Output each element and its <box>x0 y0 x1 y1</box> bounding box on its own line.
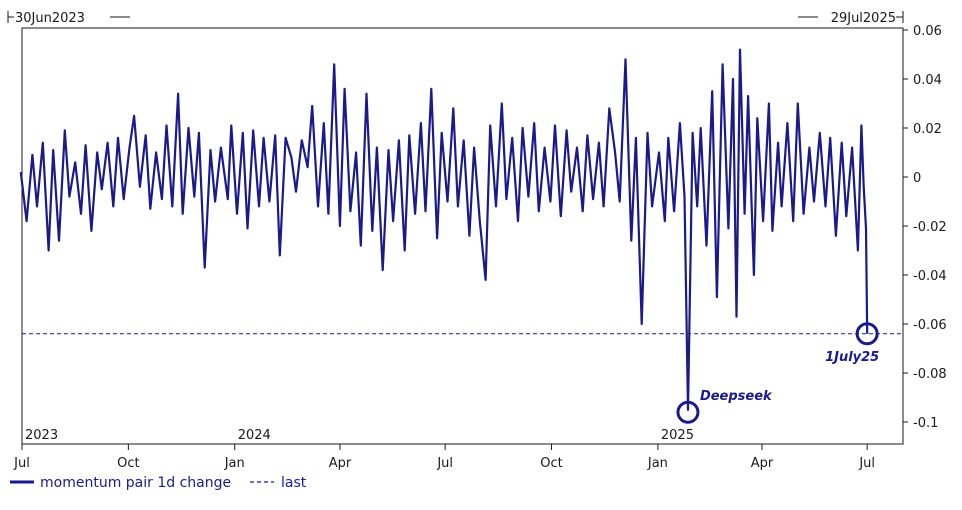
legend-label-last: last <box>281 475 307 491</box>
y-tick-label: -0.06 <box>913 318 947 333</box>
y-tick-label: 0.02 <box>913 122 942 137</box>
legend-label-momentum: momentum pair 1d change <box>40 475 231 491</box>
annotation-label: 1July25 <box>825 350 879 365</box>
series-group <box>19 48 869 411</box>
annotation-label: Deepseek <box>700 389 773 404</box>
year-label: 2024 <box>238 428 271 443</box>
plot-frame <box>21 27 904 445</box>
y-tick-label: 0.04 <box>913 73 942 88</box>
annotations: Deepseek 1July25 <box>676 322 879 424</box>
series-line-momentum <box>19 48 869 411</box>
y-tick-label: -0.1 <box>913 416 938 431</box>
y-tick-label: 0.06 <box>913 24 942 39</box>
y-axis: 0.06 0.04 0.02 0 -0.02 -0.04 -0.06 -0.08 -0.1 <box>903 24 947 431</box>
x-tick-label: Jul <box>13 456 30 471</box>
annotation-circle <box>676 400 700 424</box>
range-end-label: 29Jul2025 <box>831 11 896 26</box>
x-tick-label: Jul <box>436 456 453 471</box>
y-tick-label: -0.04 <box>913 269 947 284</box>
annotation-circle <box>855 322 879 346</box>
x-tick-label: Oct <box>117 456 139 471</box>
x-tick-label: Apr <box>329 456 352 471</box>
x-tick-label: Jan <box>224 456 245 471</box>
x-axis: Jul Oct Jan Apr Jul Oct Jan Apr Jul <box>13 444 875 471</box>
x-tick-label: Oct <box>540 456 562 471</box>
year-label: 2025 <box>661 428 694 443</box>
year-label: 2023 <box>25 428 58 443</box>
y-tick-label: -0.02 <box>913 220 947 235</box>
x-tick-label: Jan <box>647 456 668 471</box>
legend: momentum pair 1d change last <box>10 475 307 491</box>
x-tick-label: Apr <box>751 456 774 471</box>
range-start-label: 30Jun2023 <box>15 11 85 26</box>
date-range: 30Jun2023 29Jul2025 <box>7 11 904 26</box>
y-tick-label: 0 <box>913 171 921 186</box>
year-labels: 2023 2024 2025 <box>25 428 694 443</box>
x-tick-label: Jul <box>858 456 875 471</box>
y-tick-label: -0.08 <box>913 367 947 382</box>
